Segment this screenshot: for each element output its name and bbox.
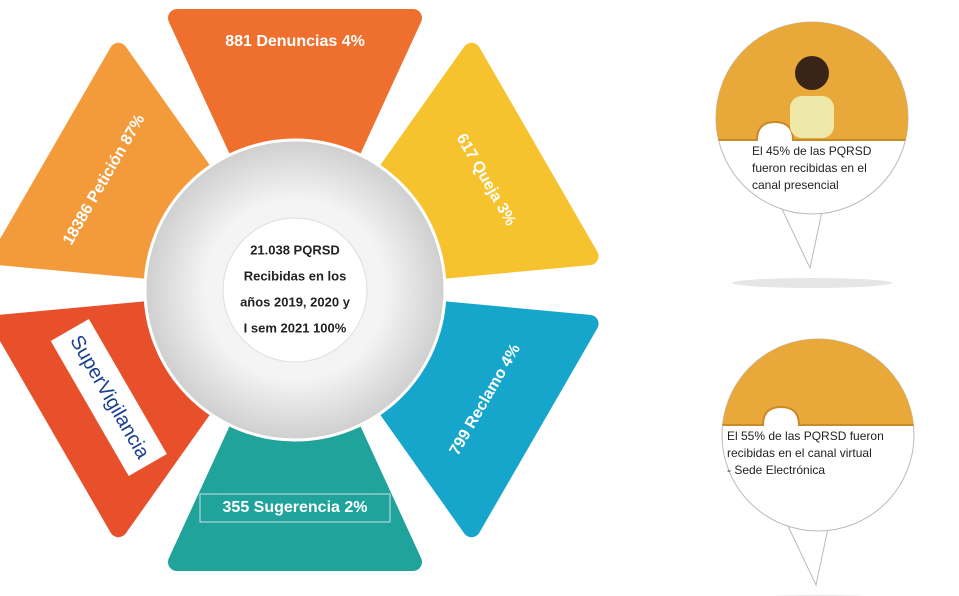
hexagon: 881 Denuncias 4%617 Queja 3%799 Reclamo … [0,9,599,571]
callout-text: fueron recibidas en el [752,161,867,175]
center-text: años 2019, 2020 y [240,294,351,309]
callout-text: El 55% de las PQRSD fueron [727,429,884,443]
center-text: I sem 2021 100% [244,320,347,335]
center-text: Recibidas en los [244,268,347,283]
segment-label: 881 Denuncias 4% [225,33,365,50]
callout-text: - Sede Electrónica [727,463,825,477]
label-box [199,493,391,523]
puzzle-edge [716,120,908,141]
figure-body [790,96,834,138]
callout-text: El 45% de las PQRSD [752,144,872,158]
shadow [732,278,892,288]
center-text: 21.038 PQRSD [250,242,340,257]
logo-box [50,318,167,477]
bubble-top [722,339,914,425]
segment-label: 355 Sugerencia 2% [223,499,368,516]
callouts: El 45% de las PQRSD fueron recibidas en e… [715,21,915,596]
callout-text: recibidas en el canal virtual [727,446,872,460]
puzzle-edge [722,405,914,426]
callout-text: canal presencial [752,178,839,192]
center-circle [222,217,368,363]
figure-head [795,56,829,90]
